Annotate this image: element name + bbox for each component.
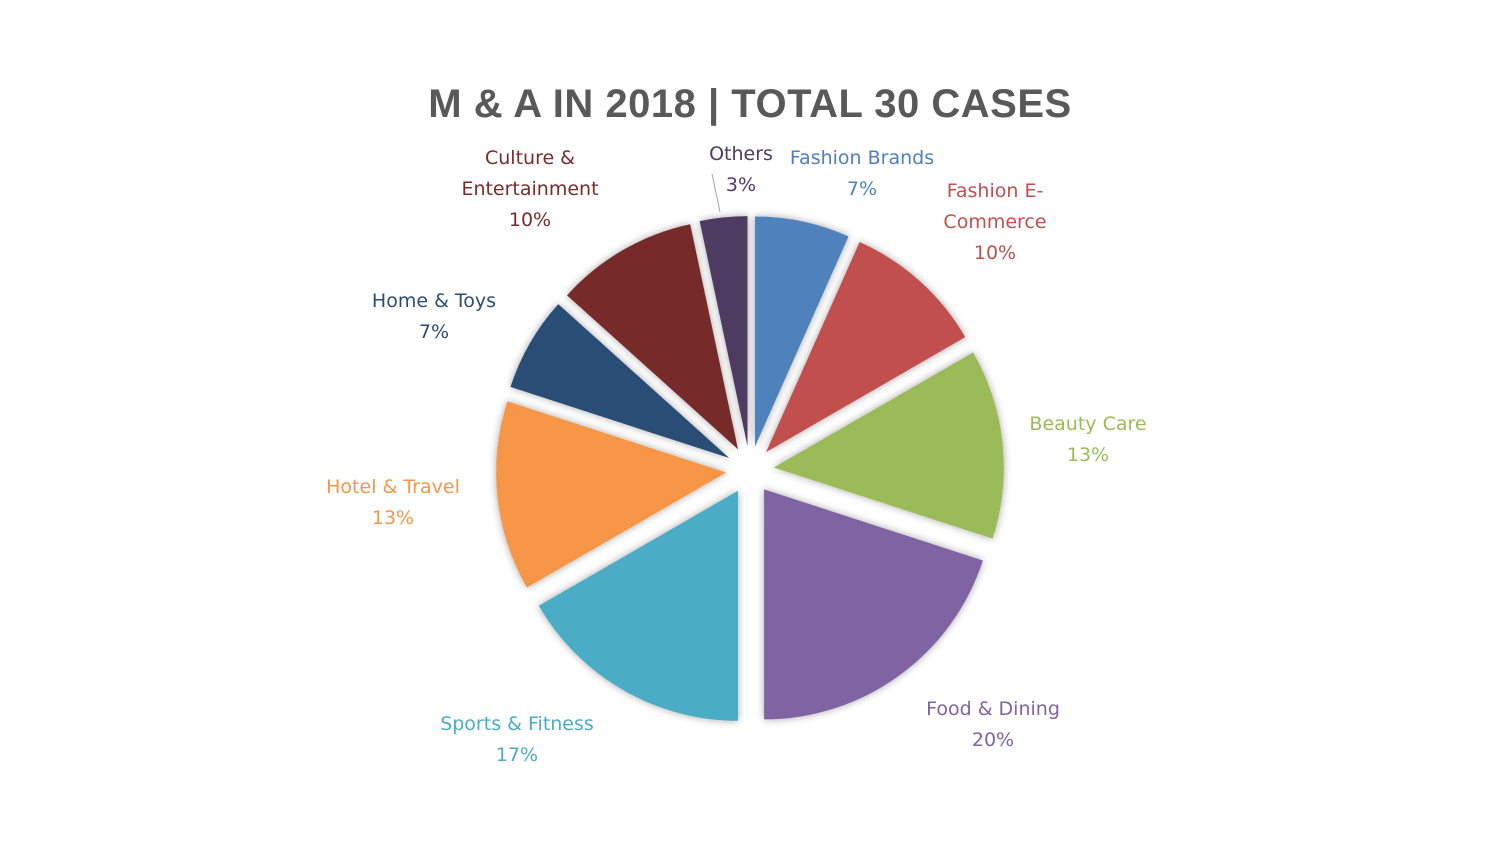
pie-slice-3 <box>764 489 983 720</box>
pie-slice-2 <box>773 352 1004 539</box>
slice-label-0: Fashion Brands 7% <box>790 147 934 200</box>
slice-label-3: Food & Dining 20% <box>926 698 1060 751</box>
slice-label-5: Hotel & Travel 13% <box>326 476 460 529</box>
pie-slice-6 <box>510 304 730 458</box>
leader-line-8 <box>711 173 721 213</box>
pie-slice-5 <box>496 401 727 588</box>
chart-title: M & A IN 2018 | TOTAL 30 CASES <box>428 82 1072 126</box>
pie-slice-8 <box>699 216 748 447</box>
slice-label-1: Fashion E-Commerce 10% <box>943 180 1046 264</box>
slice-label-2: Beauty Care 13% <box>1029 413 1146 466</box>
pie-slice-7 <box>567 224 738 450</box>
slice-label-4: Sports & Fitness 17% <box>440 713 594 766</box>
slice-label-7: Culture & Entertainment 10% <box>461 147 598 231</box>
slice-label-6: Home & Toys 7% <box>372 290 496 343</box>
pie-slice-4 <box>538 490 738 721</box>
slice-label-8: Others 3% <box>709 143 773 196</box>
pie-slice-1 <box>766 242 966 453</box>
pie-slice-0 <box>754 216 849 447</box>
